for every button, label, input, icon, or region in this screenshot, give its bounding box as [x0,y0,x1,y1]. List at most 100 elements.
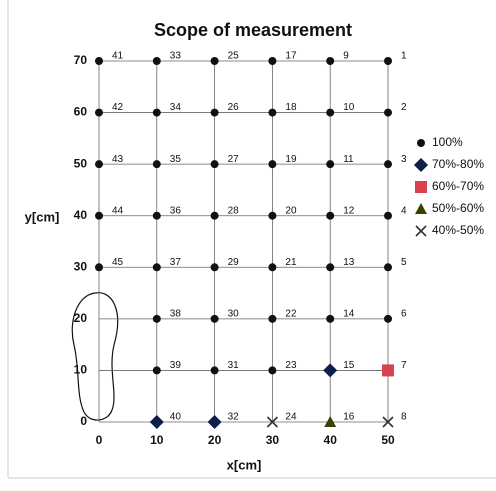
point-label: 45 [112,257,124,268]
point-label: 24 [285,412,297,423]
point-label: 41 [112,51,124,62]
point [326,108,335,117]
y-tick-label: 70 [74,53,88,67]
point-label: 22 [285,308,297,319]
point-label: 38 [170,308,182,319]
point [152,314,161,323]
point [268,108,277,117]
point-label: 31 [228,360,240,371]
point [326,57,335,65]
point [152,57,161,65]
legend-marker [417,139,425,147]
legend-marker [415,181,427,193]
point-label: 42 [112,102,124,113]
point [152,211,161,220]
point [326,263,335,272]
point-label: 35 [170,154,182,165]
point [210,57,219,65]
point-label: 37 [170,257,182,268]
point [95,263,103,272]
point [152,160,161,169]
legend-label: 70%-80% [432,157,484,171]
point [384,160,392,169]
point [152,366,161,375]
legend-label: 100% [432,135,463,149]
point [323,363,338,378]
point [95,57,103,65]
x-tick-label: 50 [381,433,395,447]
point [268,366,277,375]
x-tick-label: 0 [96,433,103,447]
point [210,108,219,117]
point [266,416,278,428]
point-label: 15 [343,360,355,371]
point [268,160,277,169]
point [384,314,392,323]
point-label: 3 [401,154,407,165]
point-label: 10 [343,102,355,113]
point [324,416,337,427]
point [95,211,103,220]
x-tick-label: 40 [324,433,338,447]
y-tick-label: 40 [74,208,88,222]
y-tick-label: 0 [80,414,87,428]
point-label: 23 [285,360,297,371]
point-label: 16 [343,412,355,423]
point-label: 9 [343,51,349,62]
point-label: 7 [401,360,407,371]
point-label: 21 [285,257,297,268]
point-label: 19 [285,154,297,165]
point [382,364,394,377]
x-tick-label: 30 [266,433,280,447]
point-label: 13 [343,257,355,268]
point-label: 6 [401,308,407,319]
point [95,108,103,117]
point [268,314,277,323]
point-label: 11 [343,154,354,165]
point [210,366,219,375]
legend-label: 50%-60% [432,201,484,215]
point [384,57,392,65]
point-label: 27 [228,154,240,165]
point-label: 4 [401,205,407,216]
point-label: 20 [285,205,297,216]
point [268,211,277,220]
point [152,108,161,117]
point [95,160,103,169]
point-label: 43 [112,154,124,165]
point [210,211,219,220]
point [268,263,277,272]
point-label: 32 [228,412,240,423]
point [326,160,335,169]
y-tick-label: 30 [74,259,88,273]
y-tick-label: 10 [74,363,88,377]
point-label: 17 [285,51,297,62]
point-label: 34 [170,102,182,113]
point [210,263,219,272]
legend-marker [415,225,427,237]
chart-title: Scope of measurement [154,20,352,40]
point [149,415,164,429]
x-tick-label: 10 [150,433,164,447]
point-label: 29 [228,257,240,268]
point-label: 25 [228,51,240,62]
x-tick-label: 20 [208,433,222,447]
legend-marker [415,203,427,214]
point-label: 28 [228,205,240,216]
point [384,263,392,272]
point [268,57,277,65]
point-label: 44 [112,205,124,216]
point-label: 1 [401,51,407,62]
point [384,211,392,220]
legend-marker [414,158,428,172]
point-label: 26 [228,102,240,113]
point [384,108,392,117]
point-label: 33 [170,51,182,62]
point [326,211,335,220]
point [326,314,335,323]
point-label: 12 [343,205,355,216]
point [210,314,219,323]
y-tick-label: 50 [74,156,88,170]
